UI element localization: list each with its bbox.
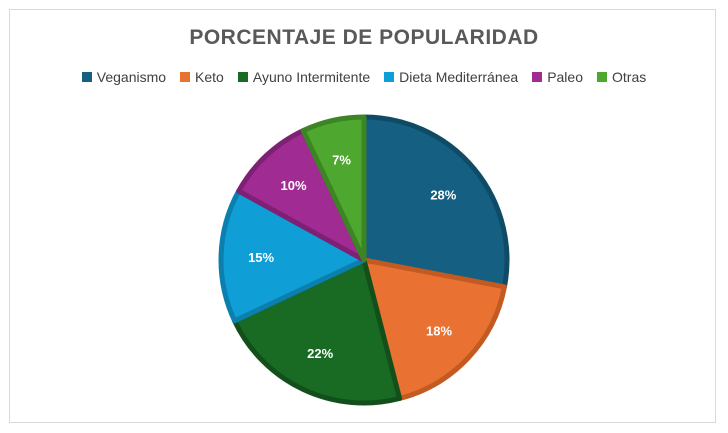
pie-slice	[300, 114, 367, 263]
pie-slice	[361, 114, 510, 290]
legend-swatch	[597, 72, 607, 82]
legend-swatch	[180, 72, 191, 82]
legend-item: Otras	[597, 69, 646, 85]
pie-slice	[232, 257, 403, 406]
slice-data-label: 10%	[281, 178, 307, 193]
pie-slice	[236, 128, 367, 263]
legend-label: Ayuno Intermitente	[252, 69, 371, 85]
legend-label: Paleo	[547, 69, 583, 85]
chart-title: PORCENTAJE DE POPULARIDAD	[189, 26, 539, 49]
legend-item: Dieta Mediterránea	[384, 69, 518, 85]
legend-swatch	[532, 72, 543, 82]
legend-item: Keto	[180, 69, 224, 85]
slice-data-label: 18%	[426, 323, 452, 338]
slice-data-label: 15%	[248, 250, 274, 265]
slice-data-label: 7%	[332, 153, 351, 168]
legend-swatch	[237, 72, 248, 82]
legend-label: Keto	[195, 69, 224, 85]
legend-label: Otras	[612, 69, 647, 85]
chart-legend: Veganismo Keto Ayuno Intermitente Dieta Med…	[0, 69, 728, 85]
slice-data-label: 28%	[430, 187, 456, 202]
legend-item: Paleo	[532, 69, 583, 85]
pie-slice	[361, 257, 507, 402]
legend-label: Veganismo	[96, 69, 167, 85]
legend-item: Ayuno Intermitente	[237, 69, 371, 85]
legend-swatch	[384, 72, 395, 82]
legend-swatch	[81, 72, 92, 82]
slice-data-label: 22%	[307, 346, 333, 361]
legend-label: Dieta Mediterránea	[399, 69, 519, 85]
pie-slice	[218, 188, 367, 324]
legend-item: Veganismo	[81, 69, 167, 85]
